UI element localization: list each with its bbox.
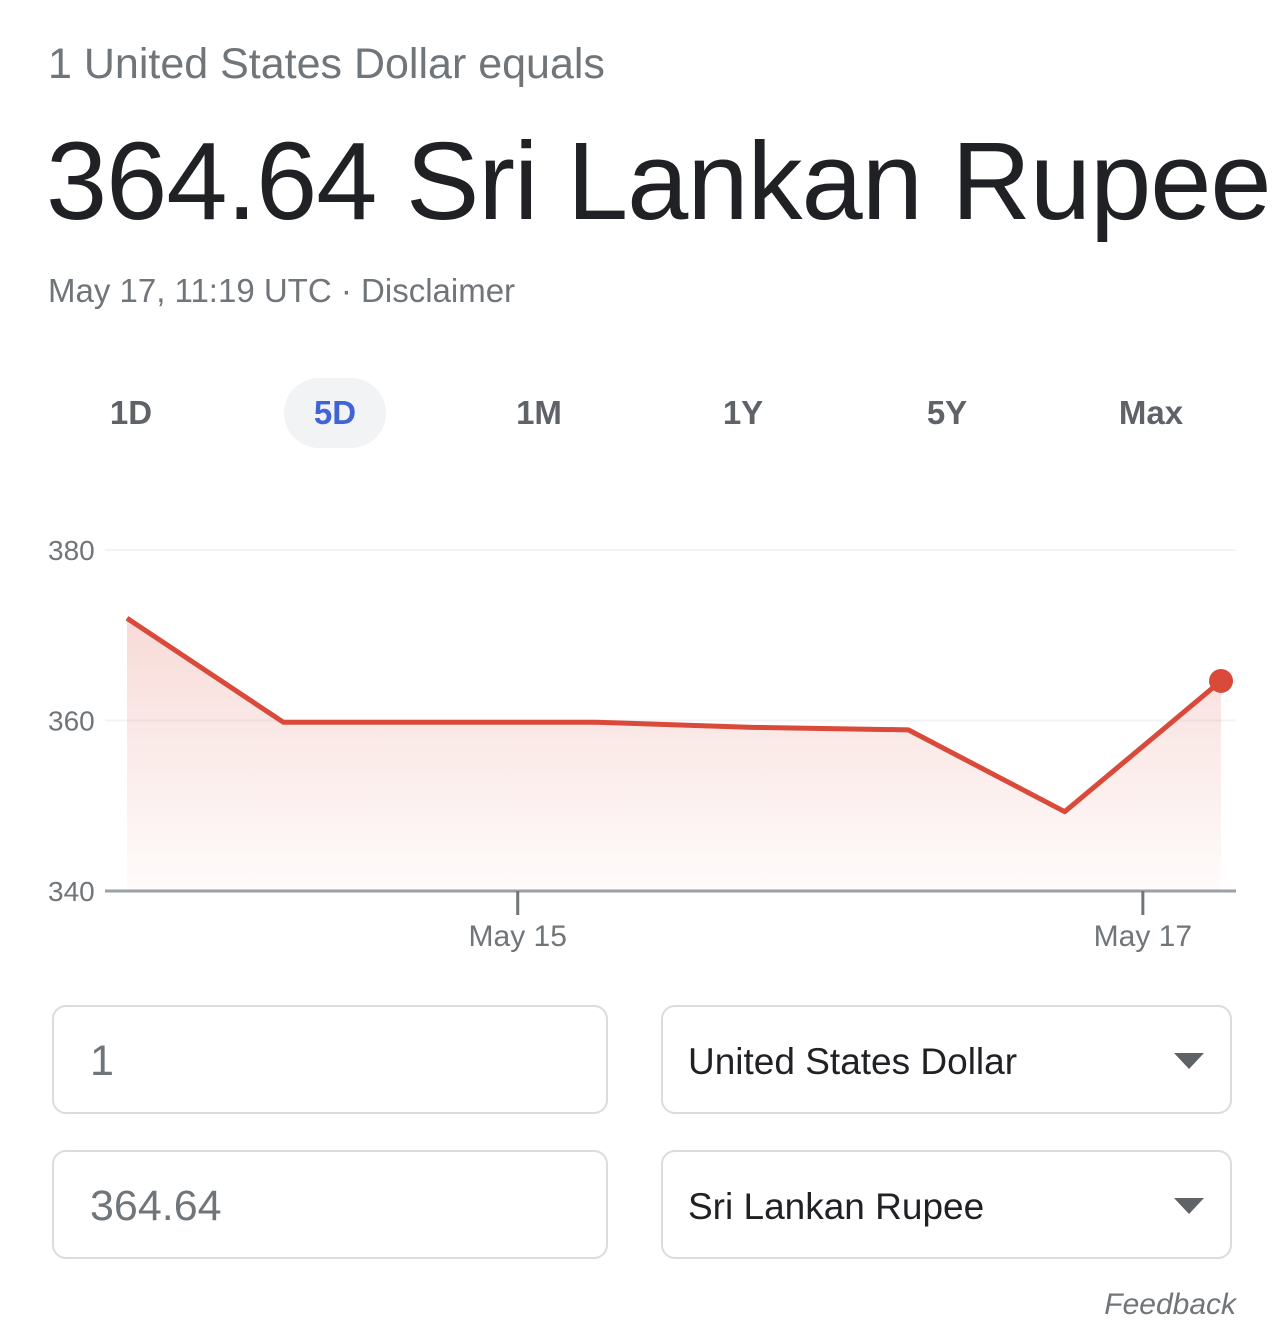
y-tick-label: 340 <box>48 876 95 907</box>
chart: 340 360 380 May 15 May 17 <box>48 535 1236 953</box>
area <box>127 618 1221 891</box>
disclaimer-link[interactable]: Disclaimer <box>361 272 516 309</box>
range-tab[interactable]: 5D <box>284 378 386 448</box>
y-tick-label: 380 <box>48 535 95 566</box>
range-tab[interactable]: 1M <box>516 394 562 431</box>
line <box>125 616 1223 815</box>
currency-select[interactable]: Sri Lankan Rupee <box>661 1150 1232 1259</box>
amount-from: 1 <box>90 1037 114 1085</box>
currency-from: United States Dollar <box>688 1041 1018 1082</box>
range-tab[interactable]: Max <box>1118 394 1184 431</box>
last-point <box>1209 668 1233 693</box>
currency-select[interactable]: United States Dollar <box>661 1005 1232 1114</box>
currency-to: Sri Lankan Rupee <box>688 1186 985 1227</box>
timestamp-line: May 17, 11:19 UTC · Disclaimer <box>48 272 515 310</box>
feedback-link[interactable]: Feedback <box>1104 1288 1236 1321</box>
amount-input[interactable]: 364.64 <box>52 1150 608 1259</box>
range-tab[interactable]: 1Y <box>722 394 764 431</box>
dropdown-arrow <box>1174 1198 1204 1214</box>
range-tab[interactable]: 5Y <box>926 394 968 431</box>
separator: · <box>340 272 352 309</box>
subtitle: 1 United States Dollar equals <box>48 40 605 88</box>
timestamp: May 17, 11:19 UTC <box>48 272 332 309</box>
x-tick-label: May 17 <box>1094 920 1192 953</box>
x-tick-label: May 15 <box>469 920 567 953</box>
y-tick-label: 360 <box>48 706 95 737</box>
range-tab[interactable]: 1D <box>109 394 153 431</box>
amount-input[interactable]: 1 <box>52 1005 608 1114</box>
title: 364.64 Sri Lankan Rupee <box>46 120 1272 243</box>
amount-to: 364.64 <box>90 1182 222 1230</box>
dropdown-arrow <box>1174 1053 1204 1069</box>
